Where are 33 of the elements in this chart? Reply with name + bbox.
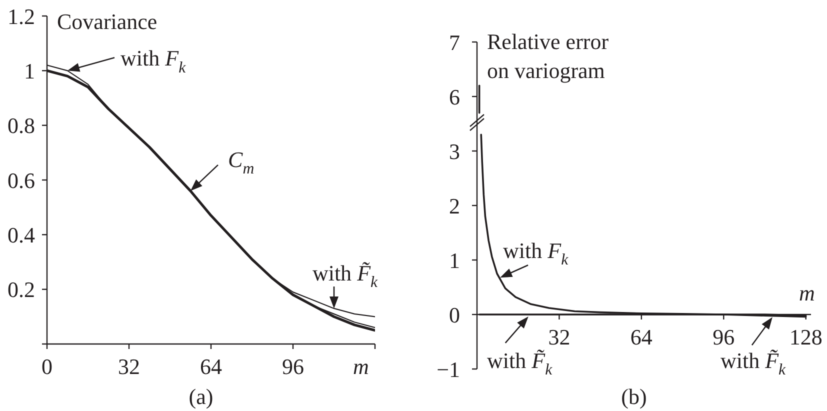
x-tick-label: 128 <box>789 324 822 350</box>
x-tick-label: 32 <box>118 354 140 379</box>
y-tick-label: −1 <box>436 356 460 382</box>
legend-label: with F̃$_{k}$ <box>486 348 554 378</box>
y2-tick-label: 6 <box>449 84 460 110</box>
legend-label: with F$_{k}$ <box>120 46 187 76</box>
series-label: with F$_{k}$ <box>503 238 570 269</box>
y2-axis-title: Relative error on variogram <box>487 29 610 83</box>
x-tick-label: 64 <box>630 324 652 350</box>
y-tick-label: 2 <box>449 193 460 218</box>
x-tick-label: 32 <box>548 324 570 350</box>
y-tick-label: 0.8 <box>8 113 35 138</box>
y-tick-label: 3 <box>449 138 460 164</box>
x-axis-title: m <box>799 280 815 306</box>
y2-tick-label: 7 <box>449 30 460 55</box>
y-tick-label: 1 <box>449 248 460 273</box>
y-tick-label: 1.2 <box>8 4 35 29</box>
text: (b) <box>621 384 647 409</box>
y-axis-title: Covariance <box>57 9 158 34</box>
x-tick-label: 96 <box>282 354 304 379</box>
x-axis-title: m <box>353 354 369 379</box>
y-tick-label: 1 <box>24 58 35 84</box>
series-label: C$_{m}$ <box>228 146 254 178</box>
y-tick-label: 0.6 <box>8 168 35 193</box>
text: (a) <box>188 384 214 409</box>
x-tick-label: 96 <box>712 324 735 350</box>
y-tick-label: 0 <box>449 302 460 328</box>
x-tick-label: 0 <box>42 354 52 379</box>
y-tick-label: 0.2 <box>8 277 35 302</box>
x-tick-label: 64 <box>200 354 222 379</box>
y-tick-label: 0.4 <box>8 222 35 248</box>
annotation: with F̃$_{k}$ <box>720 348 787 379</box>
series-label: with F̃$_{k}$ <box>312 260 379 292</box>
